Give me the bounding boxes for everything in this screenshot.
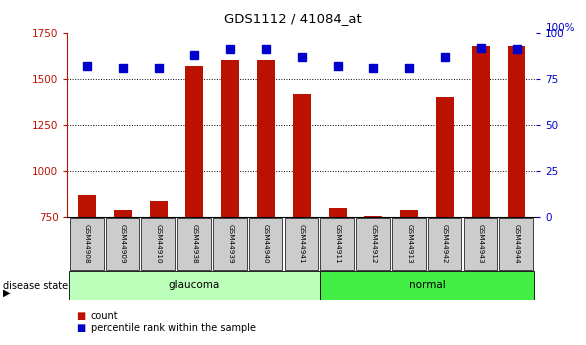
Bar — [329, 208, 346, 217]
Bar — [293, 94, 311, 217]
Text: GSM44912: GSM44912 — [370, 224, 376, 264]
Text: GSM44911: GSM44911 — [335, 224, 340, 264]
Bar — [400, 210, 418, 217]
Text: GSM44910: GSM44910 — [156, 224, 162, 264]
Bar — [149, 201, 168, 217]
Bar — [141, 218, 175, 270]
Bar — [213, 218, 247, 270]
Text: GDS1112 / 41084_at: GDS1112 / 41084_at — [224, 12, 362, 25]
Bar — [356, 218, 390, 270]
Text: GSM44943: GSM44943 — [478, 224, 483, 264]
Text: ■: ■ — [76, 324, 86, 333]
Bar — [464, 218, 497, 270]
Bar — [507, 46, 526, 217]
Bar — [70, 218, 104, 270]
Text: GSM44944: GSM44944 — [513, 224, 520, 264]
Text: GSM44938: GSM44938 — [192, 224, 197, 264]
Text: GSM44939: GSM44939 — [227, 224, 233, 264]
Text: GSM44908: GSM44908 — [84, 224, 90, 264]
Bar — [222, 60, 239, 217]
Bar — [392, 218, 425, 270]
Bar — [249, 218, 282, 270]
Bar — [78, 195, 96, 217]
Bar — [436, 97, 454, 217]
Text: ▶: ▶ — [3, 288, 11, 297]
Bar — [472, 46, 490, 217]
Bar — [105, 218, 139, 270]
Text: percentile rank within the sample: percentile rank within the sample — [91, 324, 256, 333]
Text: count: count — [91, 311, 118, 321]
Bar — [364, 216, 382, 217]
Text: GSM44909: GSM44909 — [120, 224, 126, 264]
Bar — [428, 218, 461, 270]
Text: normal: normal — [408, 280, 445, 290]
Bar — [285, 218, 318, 270]
Text: disease state: disease state — [3, 281, 68, 290]
Text: GSM44941: GSM44941 — [299, 224, 305, 264]
Bar — [321, 218, 354, 270]
Text: ■: ■ — [76, 311, 86, 321]
Bar — [186, 66, 203, 217]
Bar — [320, 271, 534, 300]
Text: glaucoma: glaucoma — [169, 280, 220, 290]
Text: GSM44942: GSM44942 — [442, 224, 448, 264]
Bar — [114, 210, 132, 217]
Text: GSM44913: GSM44913 — [406, 224, 412, 264]
Text: GSM44940: GSM44940 — [263, 224, 269, 264]
Text: 100%: 100% — [546, 23, 575, 33]
Bar — [69, 271, 320, 300]
Bar — [177, 218, 211, 270]
Bar — [499, 218, 533, 270]
Bar — [257, 60, 275, 217]
